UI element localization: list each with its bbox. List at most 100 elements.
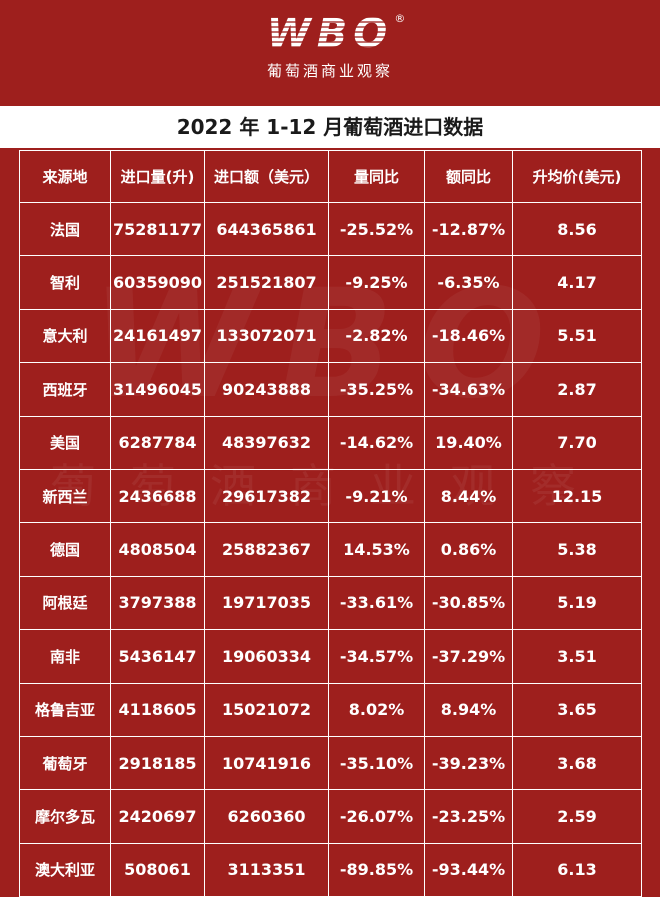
registered-mark: ® [394,12,406,25]
cell-value-yoy: -39.23% [424,735,513,791]
cell-volume: 2918185 [110,735,205,791]
cell-volume-yoy: -33.61% [328,575,425,631]
cell-avg-price: 4.17 [512,255,642,310]
cell-value-yoy: -34.63% [424,362,513,417]
header-volume: 进口量(升) [110,150,205,203]
cell-value: 251521807 [204,255,329,310]
cell-volume-yoy: -14.62% [328,415,425,470]
table-row: 西班牙 31496045 90243888 -35.25% -34.63% 2.… [19,362,642,417]
cell-value: 48397632 [204,415,329,470]
cell-avg-price: 2.59 [512,789,642,844]
cell-value: 90243888 [204,362,329,417]
cell-origin: 摩尔多瓦 [19,789,111,844]
table-row: 德国 4808504 25882367 14.53% 0.86% 5.38 [19,522,642,577]
cell-value: 6260360 [204,789,329,844]
cell-value-yoy: -30.85% [424,575,513,631]
cell-origin: 阿根廷 [19,575,111,631]
cell-value: 133072071 [204,308,329,364]
cell-volume: 2420697 [110,789,205,844]
cell-volume: 4808504 [110,522,205,577]
cell-volume-yoy: -9.25% [328,255,425,310]
header-value: 进口额（美元） [204,150,329,203]
cell-value-yoy: 8.94% [424,682,513,737]
cell-volume-yoy: -35.10% [328,735,425,791]
cell-value-yoy: 8.44% [424,468,513,524]
cell-volume-yoy: -2.82% [328,308,425,364]
cell-value-yoy: -23.25% [424,789,513,844]
cell-avg-price: 12.15 [512,468,642,524]
cell-volume: 24161497 [110,308,205,364]
cell-origin: 意大利 [19,308,111,364]
cell-volume: 2436688 [110,468,205,524]
cell-volume-yoy: -9.21% [328,468,425,524]
cell-volume-yoy: 14.53% [328,522,425,577]
cell-volume: 75281177 [110,201,205,257]
cell-origin: 法国 [19,201,111,257]
cell-avg-price: 5.51 [512,308,642,364]
table-row: 新西兰 2436688 29617382 -9.21% 8.44% 12.15 [19,468,642,524]
cell-value-yoy: -93.44% [424,842,513,897]
table-row: 阿根廷 3797388 19717035 -33.61% -30.85% 5.1… [19,575,642,631]
cell-value: 29617382 [204,468,329,524]
cell-origin: 新西兰 [19,468,111,524]
cell-value-yoy: -6.35% [424,255,513,310]
cell-volume-yoy: -34.57% [328,629,425,684]
brand-logo: WBO ® [266,11,406,57]
cell-value-yoy: -18.46% [424,308,513,364]
page-title: 2022 年 1-12 月葡萄酒进口数据 [0,106,660,148]
table-row: 摩尔多瓦 2420697 6260360 -26.07% -23.25% 2.5… [19,789,642,844]
brand-header: WBO ® 葡萄酒商业观察 [0,0,660,81]
header-value-yoy: 额同比 [424,150,513,203]
cell-volume: 31496045 [110,362,205,417]
cell-avg-price: 6.13 [512,842,642,897]
cell-volume: 508061 [110,842,205,897]
cell-avg-price: 3.68 [512,735,642,791]
table-row: 南非 5436147 19060334 -34.57% -37.29% 3.51 [19,629,642,684]
cell-avg-price: 3.51 [512,629,642,684]
cell-value: 19717035 [204,575,329,631]
cell-value: 15021072 [204,682,329,737]
cell-origin: 智利 [19,255,111,310]
wine-import-table: 来源地 进口量(升) 进口额（美元） 量同比 额同比 升均价(美元) 法国 75… [19,150,642,897]
cell-volume: 3797388 [110,575,205,631]
header-avg-price: 升均价(美元) [512,150,642,203]
table-row: 意大利 24161497 133072071 -2.82% -18.46% 5.… [19,308,642,364]
cell-volume-yoy: -25.52% [328,201,425,257]
brand-logo-text: WBO [266,11,394,57]
cell-avg-price: 5.38 [512,522,642,577]
cell-volume: 60359090 [110,255,205,310]
header-origin: 来源地 [19,150,111,203]
cell-value-yoy: 0.86% [424,522,513,577]
table-row: 法国 75281177 644365861 -25.52% -12.87% 8.… [19,201,642,257]
cell-avg-price: 3.65 [512,682,642,737]
cell-origin: 格鲁吉亚 [19,682,111,737]
cell-origin: 澳大利亚 [19,842,111,897]
cell-value-yoy: 19.40% [424,415,513,470]
table-row: 智利 60359090 251521807 -9.25% -6.35% 4.17 [19,255,642,310]
cell-value-yoy: -12.87% [424,201,513,257]
cell-avg-price: 5.19 [512,575,642,631]
cell-value: 25882367 [204,522,329,577]
cell-origin: 南非 [19,629,111,684]
brand-subtitle: 葡萄酒商业观察 [266,62,393,80]
cell-value: 644365861 [204,201,329,257]
cell-origin: 德国 [19,522,111,577]
cell-volume-yoy: -26.07% [328,789,425,844]
cell-value: 3113351 [204,842,329,897]
cell-avg-price: 7.70 [512,415,642,470]
cell-volume: 6287784 [110,415,205,470]
cell-value: 19060334 [204,629,329,684]
table-row: 葡萄牙 2918185 10741916 -35.10% -39.23% 3.6… [19,735,642,791]
table-row: 澳大利亚 508061 3113351 -89.85% -93.44% 6.13 [19,842,642,897]
table-header-row: 来源地 进口量(升) 进口额（美元） 量同比 额同比 升均价(美元) [19,150,642,203]
cell-value: 10741916 [204,735,329,791]
cell-avg-price: 8.56 [512,201,642,257]
cell-volume-yoy: -89.85% [328,842,425,897]
cell-volume: 4118605 [110,682,205,737]
cell-volume: 5436147 [110,629,205,684]
cell-volume-yoy: -35.25% [328,362,425,417]
cell-value-yoy: -37.29% [424,629,513,684]
cell-avg-price: 2.87 [512,362,642,417]
cell-origin: 西班牙 [19,362,111,417]
header-volume-yoy: 量同比 [328,150,425,203]
